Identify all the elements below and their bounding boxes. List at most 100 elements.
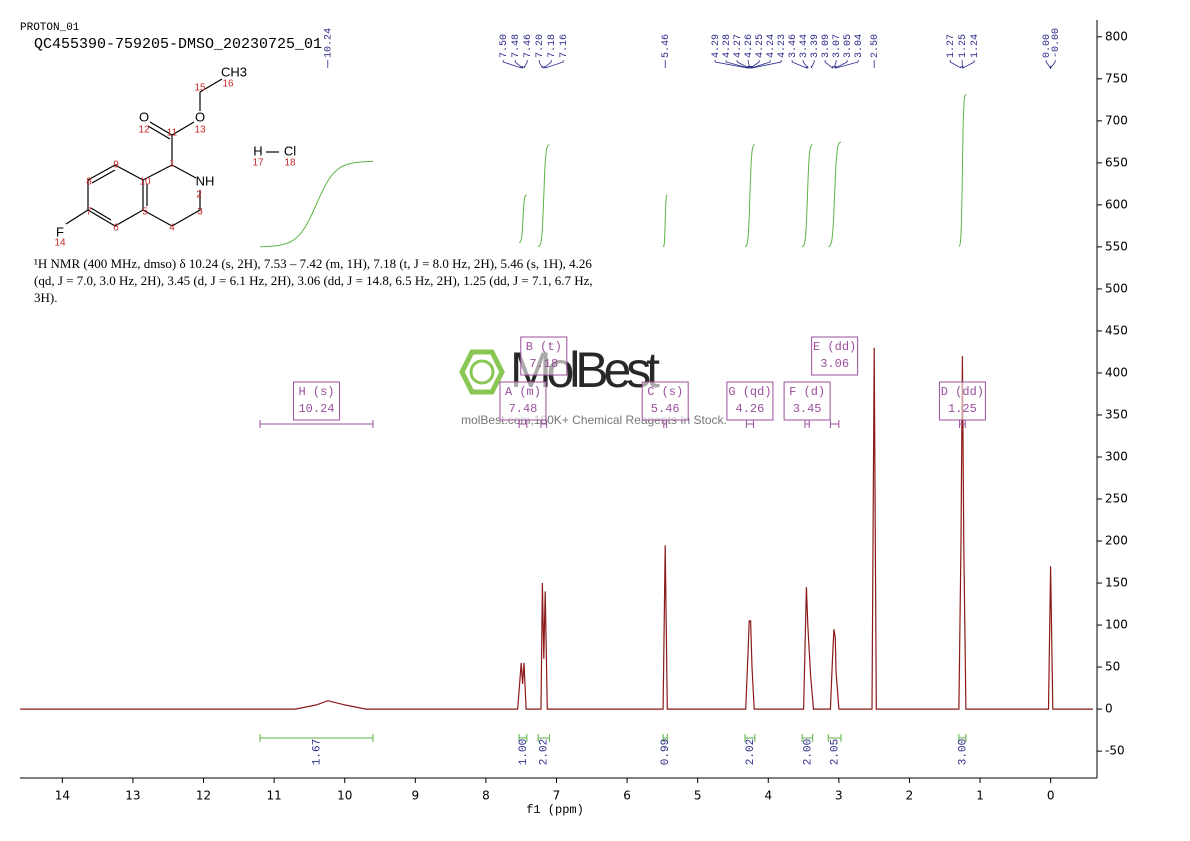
integral-label: 2.05 xyxy=(830,739,842,765)
peak-label: 7.20 xyxy=(535,34,546,58)
atom-label: O xyxy=(139,109,149,124)
peak-label: 0.00 xyxy=(1042,34,1053,58)
atom-label: O xyxy=(195,109,205,124)
atom-number: 15 xyxy=(194,83,206,94)
multiplet-box xyxy=(641,381,689,421)
multiplet-box xyxy=(726,381,774,421)
y-tick-label: 800 xyxy=(1105,29,1128,43)
peak-connector xyxy=(538,60,543,69)
integral-curve xyxy=(958,93,967,247)
multiplet-box xyxy=(499,381,547,421)
multiplet-name: E (dd) xyxy=(813,340,856,354)
atom-number: 14 xyxy=(54,238,66,249)
multiplet-shift: 3.06 xyxy=(820,357,849,371)
multiplet-range xyxy=(663,420,668,428)
multiplet-range xyxy=(540,420,548,428)
x-tick-label: 4 xyxy=(764,789,772,803)
integral-label: 1.00 xyxy=(518,739,530,765)
multiplet-shift: 5.46 xyxy=(651,402,680,416)
multiplet-name: G (qd) xyxy=(728,385,771,399)
peak-label: 7.16 xyxy=(559,34,570,58)
integral-curve xyxy=(744,144,756,248)
atom-number: 6 xyxy=(113,223,119,234)
peak-label: 1.25 xyxy=(958,34,969,58)
peak-connector xyxy=(523,60,528,69)
peak-label: 4.24 xyxy=(766,34,777,58)
y-tick-label: 350 xyxy=(1105,407,1128,421)
atom-number: 1 xyxy=(169,159,175,170)
x-tick-label: 14 xyxy=(55,789,70,803)
integral-label: 2.02 xyxy=(745,739,757,765)
multiplet-shift: 4.26 xyxy=(736,402,765,416)
y-tick-label: 100 xyxy=(1105,618,1128,632)
peak-label: 3.05 xyxy=(843,34,854,58)
multiplet-name: D (dd) xyxy=(941,385,984,399)
spectrum-line xyxy=(20,347,1093,710)
integral-curve xyxy=(828,141,842,248)
y-tick-label: 150 xyxy=(1105,576,1128,590)
atom-number: 17 xyxy=(252,158,264,169)
peak-label: 3.09 xyxy=(821,34,832,58)
atom-label: H xyxy=(253,143,262,158)
multiplet-shift: 7.48 xyxy=(509,402,538,416)
peak-label: 4.28 xyxy=(722,34,733,58)
x-tick-label: 7 xyxy=(553,789,561,803)
multiplet-range xyxy=(829,420,840,428)
peak-label: -0.00 xyxy=(1051,28,1062,58)
peak-label: 7.18 xyxy=(547,34,558,58)
integral-label: 2.00 xyxy=(802,739,814,765)
multiplet-box xyxy=(811,336,859,376)
peak-connector xyxy=(834,60,848,69)
peak-connector xyxy=(791,60,807,69)
peak-label: 3.44 xyxy=(799,34,810,58)
peak-label: 1.27 xyxy=(946,34,957,58)
atom-number: 7 xyxy=(86,207,92,218)
x-tick-label: 5 xyxy=(694,789,702,803)
atom-number: 4 xyxy=(169,223,175,234)
integral-bracket xyxy=(744,734,756,742)
atom-number: 13 xyxy=(194,125,206,136)
y-tick-label: 50 xyxy=(1105,660,1120,674)
peak-connector xyxy=(750,60,760,69)
x-tick-label: 6 xyxy=(623,789,631,803)
peak-connector xyxy=(1050,60,1056,70)
description: ¹H NMR (400 MHz, dmso) δ 10.24 (s, 2H), … xyxy=(34,256,593,305)
atom-number: 5 xyxy=(142,207,148,218)
integral-bracket xyxy=(537,734,550,742)
integral-bracket xyxy=(958,734,967,742)
logo-icon xyxy=(469,359,495,385)
peak-label: 4.25 xyxy=(755,34,766,58)
peak-label: 3.04 xyxy=(854,34,865,58)
multiplet-shift: 1.25 xyxy=(948,402,977,416)
peak-label: 3.46 xyxy=(788,34,799,58)
y-tick-label: 500 xyxy=(1105,281,1128,295)
y-tick-label: 450 xyxy=(1105,323,1128,337)
atom-number: 2 xyxy=(196,190,202,201)
integral-bracket xyxy=(259,734,374,742)
molecule-bonds xyxy=(65,78,279,227)
logo-icon xyxy=(459,349,505,395)
multiplet-box xyxy=(520,336,568,376)
atom-label: NH xyxy=(196,173,215,188)
y-tick-label: 0 xyxy=(1105,702,1113,716)
x-tick-label: 13 xyxy=(125,789,140,803)
x-tick-label: 12 xyxy=(196,789,211,803)
x-axis-label: f1 (ppm) xyxy=(526,803,584,817)
integral-curve xyxy=(518,194,528,244)
multiplet-range xyxy=(259,420,374,428)
integral-label: 0.99 xyxy=(660,739,672,765)
peak-connector xyxy=(810,60,815,69)
integral-label: 2.02 xyxy=(539,739,551,765)
y-tick-label: 550 xyxy=(1105,239,1128,253)
x-tick-label: 0 xyxy=(1047,789,1055,803)
peak-label: 10.24 xyxy=(323,28,334,58)
integral-label: 3.00 xyxy=(957,739,969,765)
multiplet-box xyxy=(292,381,340,421)
atom-label: Cl xyxy=(284,143,296,158)
y-tick-label: 750 xyxy=(1105,71,1128,85)
multiplet-box xyxy=(783,381,831,421)
atom-number: 3 xyxy=(197,207,203,218)
multiplet-name: B (t) xyxy=(526,340,562,354)
peak-label: 4.29 xyxy=(711,34,722,58)
